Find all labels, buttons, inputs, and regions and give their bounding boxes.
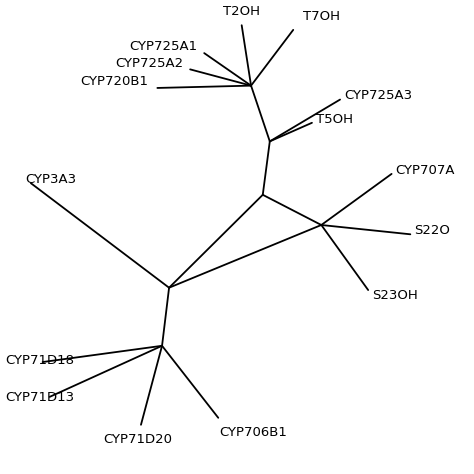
- Text: CYP71D20: CYP71D20: [103, 433, 172, 446]
- Text: CYP706B1: CYP706B1: [219, 426, 287, 439]
- Text: T5OH: T5OH: [316, 113, 353, 126]
- Text: CYP725A2: CYP725A2: [115, 57, 183, 70]
- Text: CYP720B1: CYP720B1: [80, 75, 148, 89]
- Text: CYP725A3: CYP725A3: [344, 90, 412, 102]
- Text: CYP71D18: CYP71D18: [5, 354, 74, 367]
- Text: CYP707A: CYP707A: [395, 164, 455, 177]
- Text: S23OH: S23OH: [372, 289, 418, 302]
- Text: T2OH: T2OH: [223, 5, 260, 18]
- Text: CYP725A1: CYP725A1: [129, 40, 197, 53]
- Text: S22O: S22O: [414, 224, 450, 237]
- Text: CYP71D13: CYP71D13: [5, 392, 74, 404]
- Text: T7OH: T7OH: [302, 10, 339, 23]
- Text: CYP3A3: CYP3A3: [25, 173, 76, 186]
